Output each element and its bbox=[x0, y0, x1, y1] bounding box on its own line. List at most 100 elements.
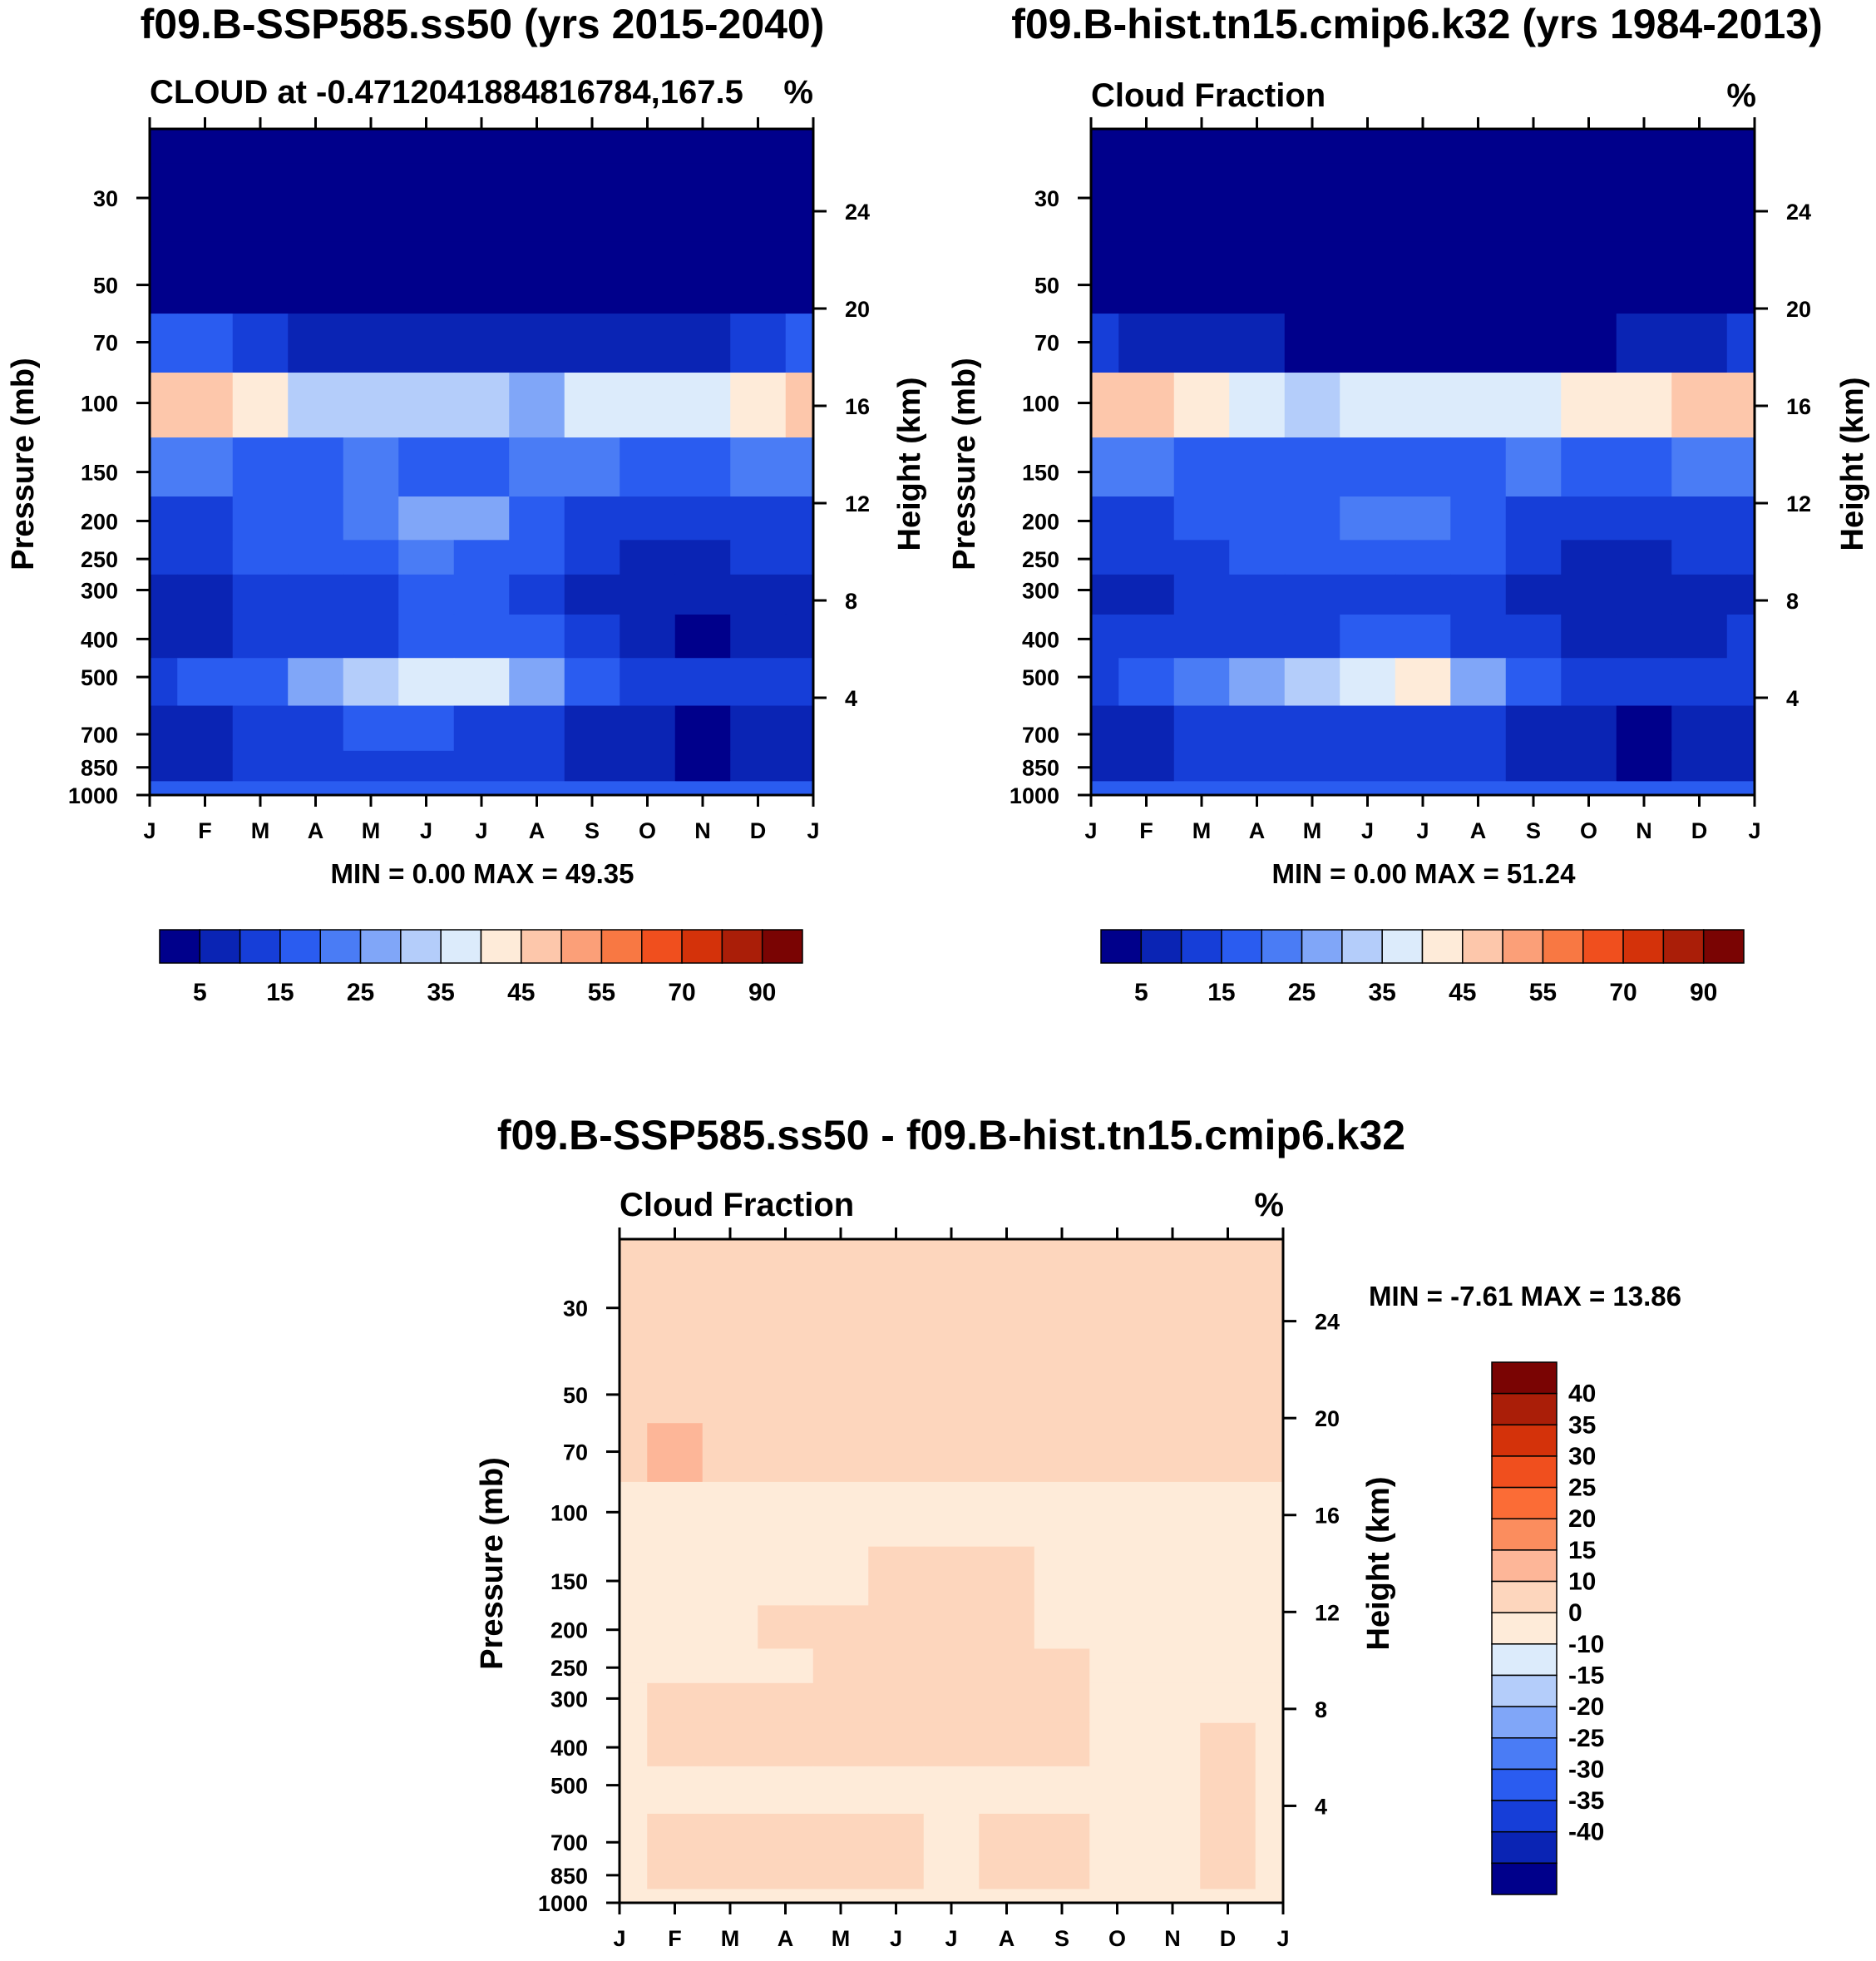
colorbar-box bbox=[1662, 929, 1705, 964]
heatmap-cell bbox=[1671, 658, 1728, 707]
colorbar-box bbox=[400, 929, 442, 964]
heatmap-cell bbox=[647, 1481, 704, 1548]
heatmap-cell bbox=[1395, 163, 1451, 242]
x-tick-label: J bbox=[945, 1926, 957, 1951]
heatmap-cell bbox=[150, 781, 178, 796]
heatmap-cell bbox=[177, 163, 234, 242]
x-tick-label: J bbox=[807, 818, 819, 843]
heatmap-cell bbox=[1671, 781, 1728, 796]
colorbar-box bbox=[1301, 929, 1343, 964]
heatmap-cell bbox=[620, 437, 676, 497]
heatmap-cell bbox=[620, 781, 676, 796]
heatmap-cell bbox=[232, 658, 289, 707]
heatmap-cell bbox=[1395, 373, 1451, 438]
heatmap-cell bbox=[1173, 540, 1230, 575]
heatmap-cell bbox=[1173, 314, 1230, 373]
colorbar-box bbox=[1491, 1768, 1558, 1801]
heatmap-cell bbox=[868, 1682, 925, 1724]
heatmap-cell bbox=[398, 496, 455, 541]
heatmap-cell bbox=[1173, 750, 1230, 782]
heatmap-cell bbox=[398, 163, 455, 242]
heatmap-cell bbox=[288, 614, 344, 659]
heatmap-cell bbox=[1340, 658, 1396, 707]
heatmap-cell bbox=[620, 1648, 648, 1684]
heatmap-cell bbox=[647, 1682, 704, 1724]
y-tick-label: 150 bbox=[1022, 461, 1059, 486]
x-tick-label: M bbox=[721, 1926, 740, 1951]
heatmap-cell bbox=[1089, 1766, 1146, 1815]
heatmap-cell bbox=[564, 129, 620, 165]
heatmap-cell bbox=[1229, 540, 1286, 575]
heatmap-cell bbox=[177, 496, 234, 541]
y2-tick-label: 24 bbox=[1786, 200, 1811, 225]
heatmap-cell bbox=[1200, 1273, 1256, 1352]
heatmap-cell bbox=[785, 781, 814, 796]
heatmap-cell bbox=[1091, 781, 1119, 796]
axes: J F M A M J J A S O N D J 30 50 70 100 150 200 250 300 400 500… bbox=[68, 117, 870, 843]
y-tick-label: 100 bbox=[1022, 392, 1059, 417]
x-tick-label: A bbox=[308, 818, 324, 843]
colorbar-label: 90 bbox=[748, 979, 776, 1006]
heatmap-cell bbox=[177, 658, 234, 707]
heatmap-cell bbox=[730, 163, 787, 242]
heatmap-cell bbox=[1118, 614, 1175, 659]
heatmap-cell bbox=[647, 1889, 704, 1904]
heatmap-cell bbox=[453, 705, 510, 752]
heatmap-cell bbox=[674, 314, 731, 373]
heatmap-cell bbox=[785, 373, 814, 438]
heatmap-cell bbox=[1255, 1889, 1284, 1904]
heatmap-cell bbox=[1144, 1722, 1201, 1767]
y-tick-label: 70 bbox=[563, 1440, 588, 1465]
heatmap-cell bbox=[758, 1859, 814, 1890]
colorbar-label: 35 bbox=[427, 979, 455, 1006]
min-max-label: MIN = -7.61 MAX = 13.86 bbox=[1369, 1281, 1681, 1311]
heatmap-cell bbox=[1200, 1239, 1256, 1274]
colorbar-label: 10 bbox=[1568, 1568, 1596, 1596]
heatmap-cell bbox=[758, 1605, 814, 1650]
heatmap-cell bbox=[177, 373, 234, 438]
colorbar-box bbox=[1622, 929, 1665, 964]
colorbar-label: 35 bbox=[1568, 1411, 1596, 1439]
heatmap-cell bbox=[674, 373, 731, 438]
heatmap-cell bbox=[232, 314, 289, 373]
heatmap-cell bbox=[288, 163, 344, 242]
heatmap-cell bbox=[702, 1648, 758, 1684]
heatmap-cell bbox=[1144, 1481, 1201, 1548]
colorbar-label: 35 bbox=[1369, 979, 1396, 1006]
heatmap-cell bbox=[1173, 658, 1230, 707]
heatmap-cell bbox=[509, 314, 565, 373]
heatmap-cell bbox=[647, 1239, 704, 1274]
heatmap-cell bbox=[758, 1648, 814, 1684]
heatmap-cell bbox=[564, 658, 620, 707]
heatmap-cell bbox=[979, 1423, 1035, 1483]
heatmap-cell bbox=[1091, 658, 1119, 707]
heatmap-cell bbox=[1255, 1859, 1284, 1890]
heatmap-cell bbox=[1616, 314, 1672, 373]
heatmap-cell bbox=[1144, 1239, 1201, 1274]
heatmap-cell bbox=[398, 705, 455, 752]
heatmap-cell bbox=[1144, 1546, 1201, 1606]
y-tick-label: 200 bbox=[81, 509, 118, 534]
heatmap-cells bbox=[620, 1239, 1284, 1904]
heatmap-cell bbox=[1255, 1648, 1284, 1684]
heatmap-cell bbox=[1229, 437, 1286, 497]
heatmap-cell bbox=[730, 658, 787, 707]
heatmap-cell bbox=[812, 1889, 869, 1904]
y-axis-label: Pressure (mb) bbox=[475, 1457, 510, 1670]
heatmap-cell bbox=[702, 1546, 758, 1606]
heatmap-cell bbox=[1173, 574, 1230, 615]
heatmap-cell bbox=[1284, 614, 1340, 659]
heatmap-cell bbox=[453, 373, 510, 438]
y-tick-label: 400 bbox=[1022, 627, 1059, 652]
y-axis-label: Pressure (mb) bbox=[947, 358, 982, 571]
heatmap-cell bbox=[509, 241, 565, 314]
colorbar-label: 45 bbox=[507, 979, 535, 1006]
heatmap-cell bbox=[150, 373, 178, 438]
x-tick-label: M bbox=[1303, 818, 1322, 843]
y2-tick-label: 8 bbox=[1786, 589, 1799, 614]
heatmap-cell bbox=[1616, 241, 1672, 314]
heatmap-cell bbox=[288, 658, 344, 707]
panel-subtitle: CLOUD at -0.4712041884816784,167.5 bbox=[150, 74, 743, 111]
heatmap-cell bbox=[1229, 129, 1286, 165]
heatmap-cell bbox=[620, 1813, 648, 1860]
